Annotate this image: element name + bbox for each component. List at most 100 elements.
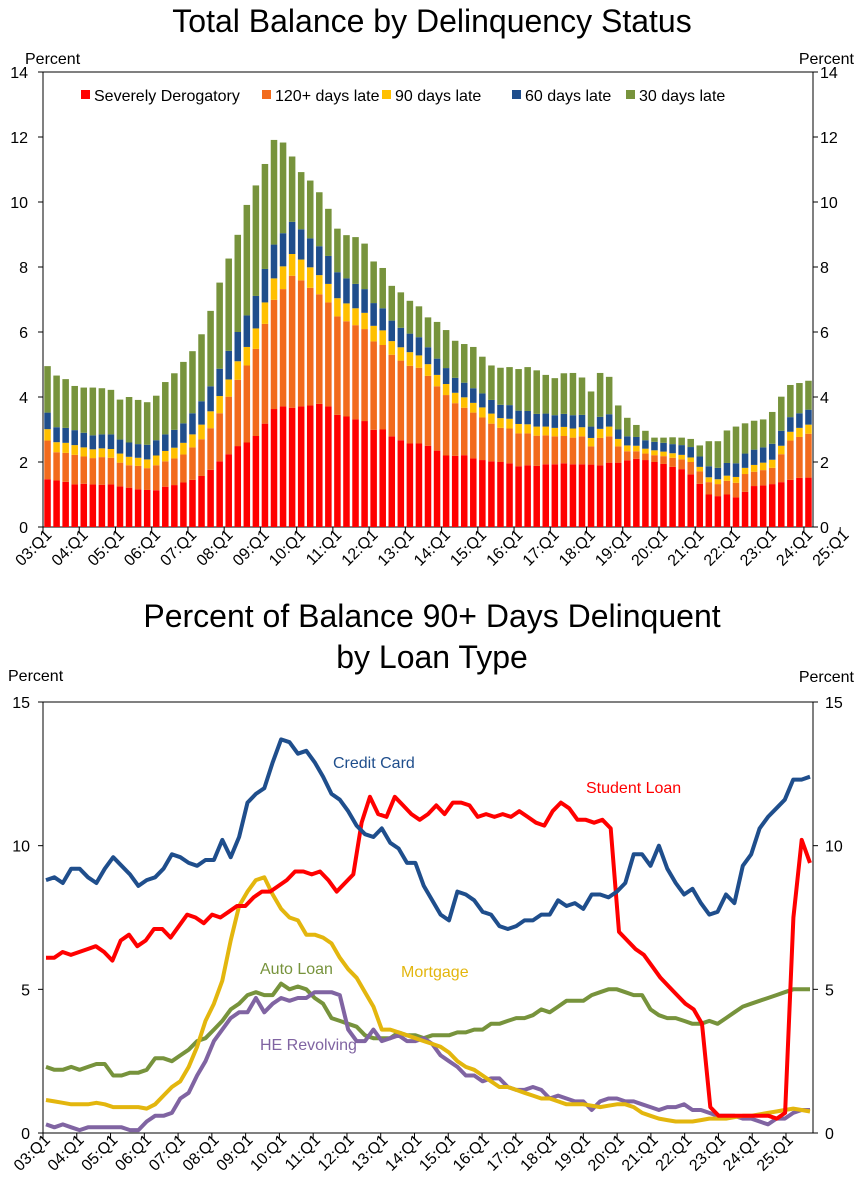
bar-30-days-late <box>569 372 577 416</box>
bar-120-days-late <box>243 365 251 443</box>
bar-30-days-late <box>325 208 332 256</box>
bar-90-days-late <box>62 442 69 453</box>
bar-90-days-late <box>207 411 214 429</box>
bar-30-days-late <box>388 285 396 321</box>
x-tick-label: 20:Q1 <box>629 527 672 570</box>
bar-60-days-late <box>433 358 441 375</box>
bar-30-days-late <box>71 385 78 431</box>
bar-severely-derogatory <box>334 414 341 527</box>
x-tick-label: 24:Q1 <box>720 1132 763 1175</box>
bar-120-days-late <box>171 458 178 486</box>
bar-60-days-late <box>415 337 423 356</box>
bar-severely-derogatory <box>696 483 704 527</box>
bar-60-days-late <box>252 295 260 329</box>
bar-30-days-late <box>605 376 613 415</box>
bar-60-days-late <box>479 393 486 408</box>
y-tick-label-right: 12 <box>820 130 838 147</box>
bar-30-days-late <box>415 306 423 338</box>
bar-30-days-late <box>587 391 595 427</box>
bar-90-days-late <box>216 396 223 414</box>
bar-severely-derogatory <box>424 445 432 527</box>
bar-120-days-late <box>787 440 794 480</box>
bar-60-days-late <box>98 434 106 449</box>
bar-severely-derogatory <box>515 466 522 527</box>
bar-120-days-late <box>107 457 115 485</box>
bar-90-days-late <box>533 426 540 436</box>
bar-30-days-late <box>687 438 694 448</box>
y-tick-label-right: 6 <box>820 325 829 342</box>
x-tick-label: 18:Q1 <box>556 527 599 570</box>
bar-60-days-late <box>669 444 676 454</box>
bar-30-days-late <box>696 445 704 457</box>
bar-severely-derogatory <box>306 405 314 527</box>
bar-severely-derogatory <box>805 477 812 527</box>
x-tick-label: 21:Q1 <box>619 1132 662 1175</box>
bar-severely-derogatory <box>352 419 359 527</box>
bar-30-days-late <box>433 321 441 359</box>
bar-60-days-late <box>723 462 731 476</box>
y-tick-label-left: 12 <box>10 130 28 147</box>
x-tick-label: 13:Q1 <box>349 1132 392 1175</box>
bar-60-days-late <box>361 289 368 313</box>
bar-60-days-late <box>587 426 595 438</box>
legend-label: 60 days late <box>525 88 611 105</box>
bar-60-days-late <box>714 467 722 480</box>
chart-title: Total Balance by Delinquency Status <box>172 3 691 39</box>
bar-120-days-late <box>705 482 713 495</box>
bar-90-days-late <box>750 464 758 472</box>
bar-30-days-late <box>288 156 296 222</box>
bar-90-days-late <box>778 445 785 455</box>
bar-30-days-late <box>98 388 106 435</box>
bar-severely-derogatory <box>796 477 803 527</box>
bar-60-days-late <box>660 442 667 452</box>
bar-severely-derogatory <box>596 465 604 527</box>
bar-60-days-late <box>759 447 767 463</box>
bar-60-days-late <box>343 278 350 304</box>
bar-30-days-late <box>750 420 758 450</box>
bar-90-days-late <box>352 308 359 326</box>
bar-90-days-late <box>678 454 685 460</box>
legend-swatch <box>81 90 90 99</box>
y-tick-label-right: 4 <box>820 390 829 407</box>
bar-severely-derogatory <box>542 464 550 527</box>
bar-severely-derogatory <box>741 491 749 527</box>
bar-90-days-late <box>515 423 522 434</box>
bar-90-days-late <box>660 451 667 457</box>
bar-90-days-late <box>261 302 269 324</box>
bar-120-days-late <box>488 423 495 462</box>
bar-30-days-late <box>252 185 260 296</box>
y-axis-label-left: Percent <box>8 668 64 685</box>
x-tick-label: 20:Q1 <box>585 1132 628 1175</box>
bar-120-days-late <box>80 456 88 484</box>
bar-90-days-late <box>433 374 441 387</box>
bar-90-days-late <box>80 447 88 457</box>
bar-90-days-late <box>415 355 423 368</box>
bar-60-days-late <box>225 350 232 380</box>
annotation-he-revolving: HE Revolving <box>260 1037 357 1054</box>
bar-120-days-late <box>714 484 722 497</box>
legend-label: 30 days late <box>639 88 725 105</box>
bar-30-days-late <box>198 334 205 402</box>
bar-120-days-late <box>98 457 106 485</box>
bar-90-days-late <box>288 254 296 276</box>
bar-120-days-late <box>424 375 432 446</box>
loan-type-chart: Percent of Balance 90+ Days Delinquent by… <box>8 598 855 1175</box>
bar-60-days-late <box>297 229 305 260</box>
bar-120-days-late <box>741 474 749 492</box>
bar-severely-derogatory <box>714 496 722 527</box>
bar-90-days-late <box>198 424 205 440</box>
bar-30-days-late <box>451 340 459 378</box>
bar-30-days-late <box>44 366 51 413</box>
bar-90-days-late <box>497 418 504 428</box>
bar-severely-derogatory <box>125 487 133 527</box>
bar-severely-derogatory <box>325 406 332 527</box>
bar-120-days-late <box>370 341 377 430</box>
bar-severely-derogatory <box>524 465 531 527</box>
bar-90-days-late <box>642 448 649 454</box>
bar-severely-derogatory <box>624 460 631 527</box>
bar-30-days-late <box>171 373 178 430</box>
bar-severely-derogatory <box>207 469 214 527</box>
bar-60-days-late <box>551 415 559 428</box>
bar-severely-derogatory <box>506 463 513 527</box>
bar-30-days-late <box>678 437 685 446</box>
